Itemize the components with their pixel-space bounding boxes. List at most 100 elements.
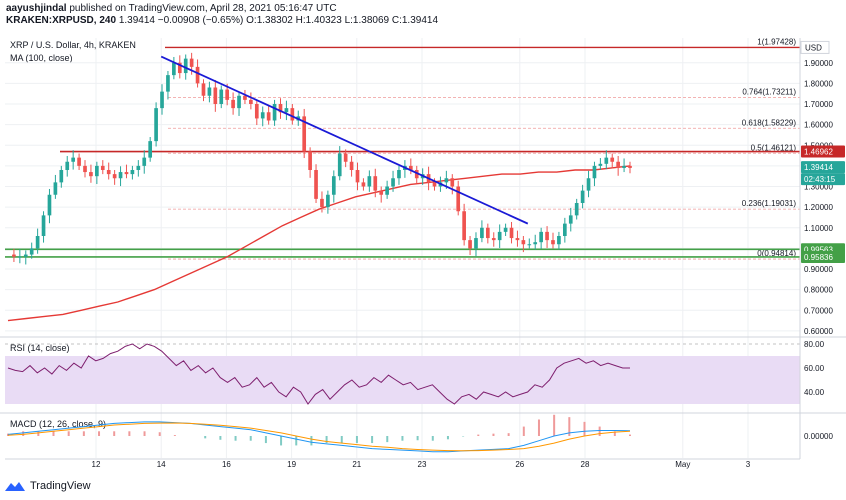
candle-body bbox=[23, 254, 28, 257]
pair-legend[interactable]: XRP / U.S. Dollar, 4h, KRAKEN bbox=[10, 40, 136, 50]
candle-body bbox=[379, 190, 384, 195]
candle-body bbox=[254, 104, 259, 119]
candle-body bbox=[592, 165, 597, 179]
candle-body bbox=[183, 58, 188, 74]
candle-body bbox=[148, 141, 153, 158]
signal-line bbox=[7, 422, 631, 452]
trading-chart[interactable]: 1(1.97428) 0.764(1.73211) 0.618(1.58229) 0.… bbox=[0, 0, 846, 478]
candle-body bbox=[142, 157, 147, 166]
candle-body bbox=[527, 244, 532, 246]
candle-body bbox=[444, 178, 449, 183]
candle-body bbox=[166, 75, 170, 92]
resistance-price-badge-bg bbox=[801, 145, 845, 158]
candle-body bbox=[397, 170, 401, 179]
candle-body bbox=[225, 89, 230, 100]
candle-body bbox=[462, 211, 466, 241]
time-tick-label: 26 bbox=[515, 460, 524, 469]
candle-body bbox=[568, 215, 573, 224]
price-change: 1.39414 −0.00908 (−0.65%) bbox=[118, 15, 244, 26]
candle-body bbox=[83, 165, 87, 173]
candle-body bbox=[497, 231, 502, 241]
footer-brand[interactable]: TradingView bbox=[30, 480, 91, 492]
candle-body bbox=[414, 170, 419, 179]
candle-body bbox=[521, 240, 526, 245]
macd-line bbox=[7, 421, 631, 453]
candle-body bbox=[112, 174, 117, 179]
rsi-legend[interactable]: RSI (14, close) bbox=[10, 343, 70, 353]
candle-body bbox=[432, 182, 437, 187]
candle-body bbox=[106, 170, 111, 175]
time-tick-label: 3 bbox=[746, 460, 751, 469]
candle-body bbox=[456, 186, 461, 212]
candle-body bbox=[480, 227, 484, 239]
candle-body bbox=[361, 182, 366, 187]
fib-level-label: 0.236(1.19031) bbox=[742, 199, 797, 208]
candle-body bbox=[100, 165, 105, 170]
candle-body bbox=[604, 157, 609, 164]
candle-body bbox=[385, 186, 389, 195]
candle-body bbox=[349, 161, 354, 170]
candle-body bbox=[503, 227, 508, 232]
open-label: O: bbox=[246, 15, 257, 26]
time-axis[interactable]: 12 14 16 19 21 23 26 28 May 3 bbox=[5, 458, 800, 469]
close-value: 1.39414 bbox=[401, 15, 439, 26]
publisher-name[interactable]: aayushjindal bbox=[6, 3, 67, 14]
candle-body bbox=[65, 161, 70, 170]
candle-body bbox=[95, 165, 99, 177]
candle-body bbox=[18, 256, 22, 258]
candle-body bbox=[515, 238, 520, 241]
fib-level-label: 0.764(1.73211) bbox=[742, 87, 796, 96]
fib-level-label: 0(0.94814) bbox=[757, 249, 796, 258]
fib-level-label: 1(1.97428) bbox=[757, 37, 796, 46]
horizontal-levels[interactable] bbox=[5, 46, 800, 258]
candle-body bbox=[533, 242, 538, 245]
rsi-tick-label: 80.00 bbox=[804, 340, 825, 349]
macd-histogram bbox=[7, 414, 631, 446]
candle-body bbox=[284, 108, 289, 113]
candle-body bbox=[308, 151, 312, 170]
low-value: 1.38069 bbox=[352, 15, 390, 26]
fib-level-label: 0.5(1.46121) bbox=[751, 143, 797, 152]
candle-body bbox=[29, 248, 34, 255]
price-tick-label: 1.80000 bbox=[804, 79, 833, 88]
support-price-badge-2-bg bbox=[801, 250, 845, 263]
bearish-trendline[interactable] bbox=[160, 55, 529, 225]
candle-body bbox=[563, 223, 567, 236]
published-text: published on TradingView.com, April 28, … bbox=[69, 3, 337, 14]
candle-body bbox=[219, 89, 224, 104]
rsi-tick-label: 40.00 bbox=[804, 388, 825, 397]
rsi-line bbox=[7, 343, 630, 405]
low-label: L: bbox=[344, 15, 353, 26]
candle-body bbox=[491, 238, 496, 241]
footer: TradingView bbox=[4, 480, 91, 492]
candles bbox=[12, 52, 632, 265]
countdown-badge: 02:43:15 bbox=[804, 175, 836, 184]
candle-body bbox=[408, 165, 413, 170]
resistance-price-badge: 1.46962 bbox=[804, 148, 833, 157]
rsi-band bbox=[5, 356, 800, 404]
high-label: H: bbox=[295, 15, 306, 26]
candle-body bbox=[598, 163, 603, 166]
candle-body bbox=[355, 170, 360, 183]
candle-body bbox=[622, 165, 626, 168]
candle-body bbox=[249, 99, 253, 104]
candle-body bbox=[189, 58, 194, 67]
macd-legend[interactable]: MACD (12, 26, close, 9) bbox=[10, 419, 107, 429]
candle-body bbox=[195, 66, 200, 84]
candle-body bbox=[468, 240, 472, 249]
macd-tick-label: 0.00000 bbox=[804, 432, 833, 441]
candle-body bbox=[509, 227, 514, 239]
countdown-badge-bg bbox=[801, 173, 845, 186]
candle-body bbox=[243, 95, 247, 100]
candle-body bbox=[77, 157, 81, 166]
candle-body bbox=[130, 170, 135, 175]
candle-body bbox=[12, 254, 16, 257]
candle-body bbox=[450, 178, 455, 187]
candle-body bbox=[207, 87, 212, 96]
ma-legend[interactable]: MA (100, close) bbox=[10, 53, 73, 63]
candle-body bbox=[302, 116, 307, 152]
time-tick-label: May bbox=[675, 460, 690, 469]
candle-body bbox=[574, 203, 579, 216]
rsi-tick-label: 60.00 bbox=[804, 364, 825, 373]
time-tick-label: 12 bbox=[92, 460, 101, 469]
